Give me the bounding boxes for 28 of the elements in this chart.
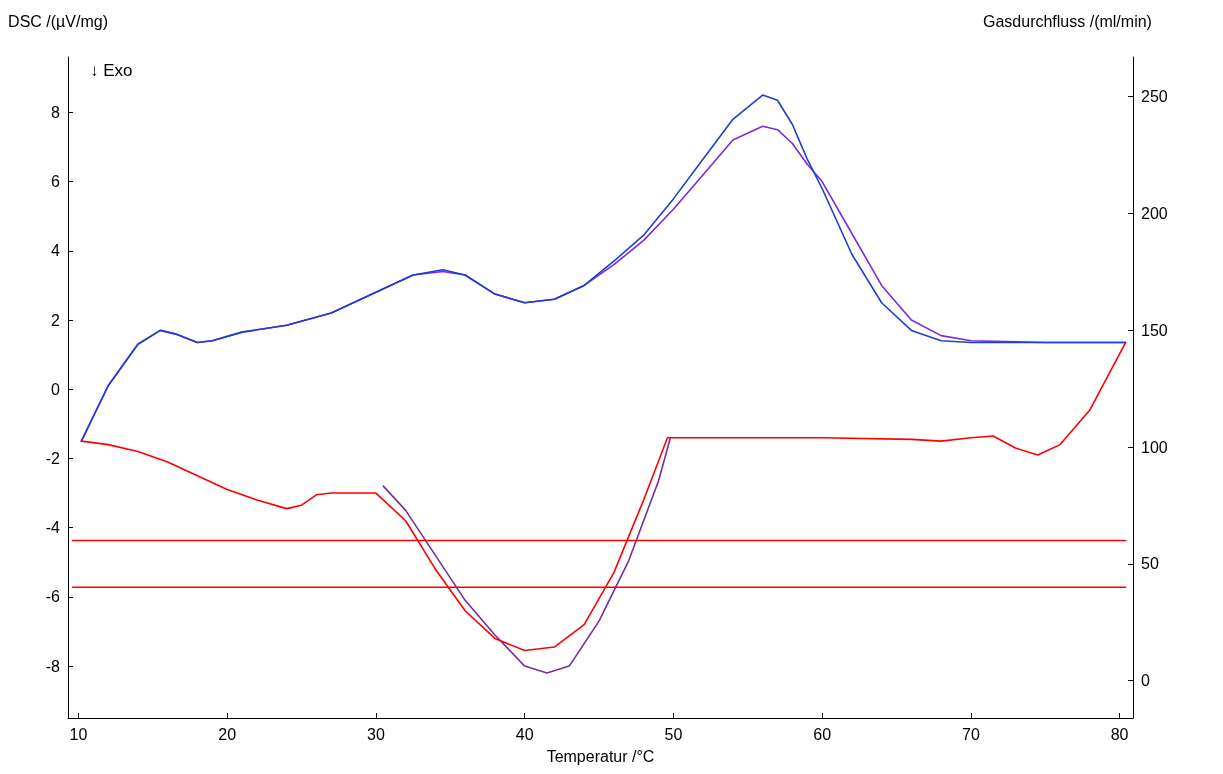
y-tick-label: -4	[45, 519, 61, 537]
y-tick-label: -6	[45, 588, 61, 606]
y2-axis-title: Gasdurchfluss /(ml/min)	[983, 12, 1152, 30]
y2-tick-label: 200	[1141, 204, 1168, 222]
x-axis-title: Temperatur /°C	[546, 747, 655, 765]
y-tick-label: 4	[51, 242, 61, 260]
y-tick-label: -2	[45, 449, 61, 467]
x-tick-label: 30	[367, 725, 385, 743]
y-tick-label: -8	[45, 657, 61, 675]
line-series	[382, 436, 672, 674]
x-tick-label: 50	[664, 725, 683, 743]
y-tick-label: 8	[51, 103, 61, 121]
y2-tick-label: 150	[1141, 321, 1168, 339]
y-tick-label: 6	[51, 173, 61, 191]
y2-tick-label: 0	[1141, 672, 1150, 690]
y-axis-title: DSC /(µV/mg)	[8, 12, 108, 30]
annotation: ↓ Exo	[90, 61, 133, 80]
x-tick-label: 60	[813, 725, 832, 743]
x-tick-label: 10	[69, 725, 88, 743]
x-tick-label: 40	[515, 725, 534, 743]
y2-tick-label: 100	[1141, 438, 1168, 456]
y-tick-label: 0	[51, 380, 61, 398]
x-tick-label: 20	[218, 725, 237, 743]
x-tick-label: 70	[961, 725, 980, 743]
y-tick-label: 2	[51, 311, 61, 329]
x-tick-label: 80	[1110, 725, 1129, 743]
y2-tick-label: 250	[1141, 88, 1168, 106]
y2-tick-label: 50	[1141, 555, 1159, 573]
